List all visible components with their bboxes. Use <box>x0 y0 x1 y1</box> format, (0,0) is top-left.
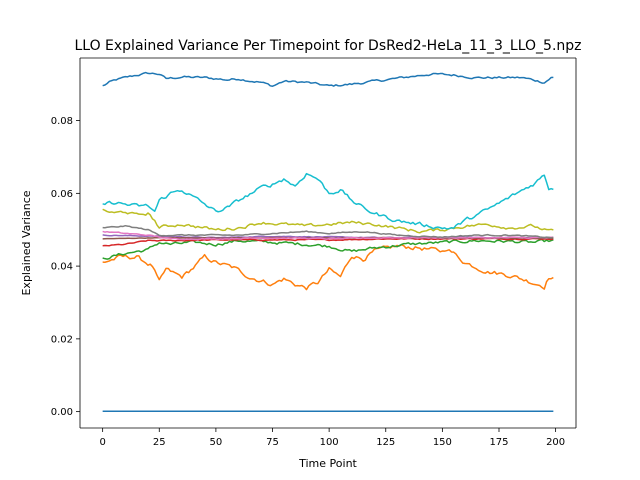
series-line-8 <box>102 224 554 239</box>
x-tick-label: 150 <box>433 437 452 448</box>
y-axis-ticks: 0.00 0.02 0.04 0.06 0.08 <box>51 116 80 418</box>
y-tick-label: 0.00 <box>51 407 73 418</box>
chart-title: LLO Explained Variance Per Timepoint for… <box>74 38 581 54</box>
x-tick-label: 75 <box>266 437 279 448</box>
x-axis-ticks: 0 25 50 75 100 125 150 175 200 <box>99 428 565 448</box>
series-line-9 <box>102 208 554 234</box>
y-tick-label: 0.04 <box>51 262 73 273</box>
series-line-2 <box>102 243 554 291</box>
x-tick-label: 50 <box>210 437 223 448</box>
series-line-6 <box>102 236 554 240</box>
x-tick-label: 200 <box>546 437 565 448</box>
x-tick-label: 0 <box>99 437 105 448</box>
series-line-1 <box>102 71 554 87</box>
y-axis-label: Explained Variance <box>20 190 33 295</box>
x-tick-label: 175 <box>489 437 508 448</box>
series-layer <box>102 71 554 413</box>
y-tick-label: 0.06 <box>51 189 73 200</box>
axes-frame <box>79 57 577 429</box>
x-tick-label: 125 <box>376 437 395 448</box>
plot-area <box>80 58 576 428</box>
x-tick-label: 100 <box>320 437 339 448</box>
series-line-7 <box>102 230 554 241</box>
y-tick-label: 0.08 <box>51 116 73 127</box>
series-line-4 <box>102 237 554 247</box>
series-line-3 <box>102 238 554 260</box>
x-axis-label: Time Point <box>298 457 357 470</box>
x-tick-label: 25 <box>153 437 166 448</box>
y-tick-label: 0.02 <box>51 334 73 345</box>
series-line-10 <box>102 172 554 230</box>
